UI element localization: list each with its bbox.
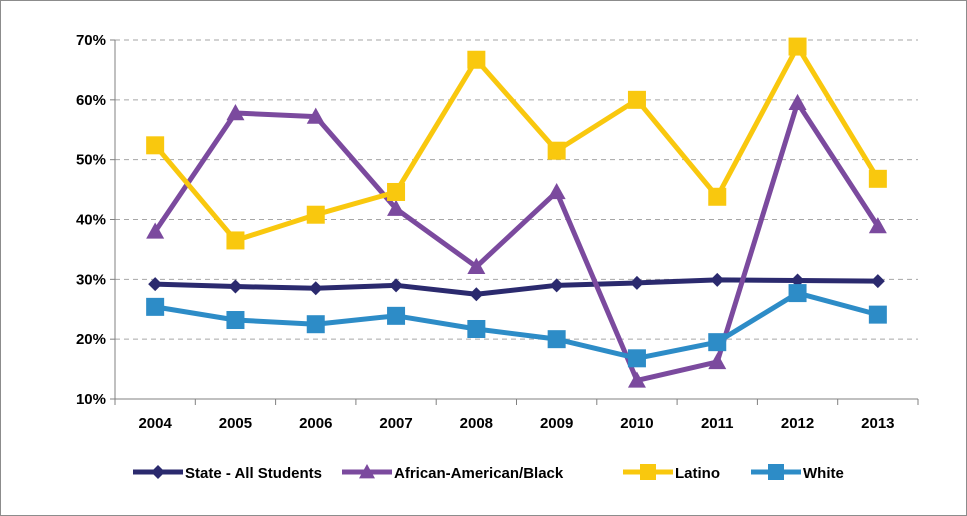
data-point [788,284,807,303]
series [146,37,887,388]
legend-marker [640,464,656,480]
data-point [547,182,566,200]
data-point [469,287,484,302]
data-point [226,231,245,250]
x-tick-label: 2008 [460,415,493,432]
y-tick-label: 70% [76,32,106,49]
data-point [467,319,486,338]
data-point [306,315,325,334]
x-tick-label: 2013 [861,415,894,432]
series-3 [146,284,887,368]
data-point [387,199,406,216]
data-point [226,311,245,330]
data-point [306,107,325,124]
series-line [154,290,879,361]
data-point [708,333,727,352]
data-point [387,182,406,201]
data-point [868,169,887,188]
data-point [146,297,165,316]
legend-item: Latino [623,464,720,482]
data-point [790,273,805,288]
series-2 [146,37,887,250]
legend: State - All Students African-American/Bla… [133,464,844,482]
data-point [868,217,887,234]
data-point [148,277,163,292]
legend-label: State - All Students [185,465,322,482]
x-tick-label: 2012 [781,415,814,432]
data-point [306,205,325,224]
data-point [547,141,566,160]
x-tick-label: 2009 [540,415,573,432]
data-point [627,349,646,368]
data-point [389,278,404,293]
legend-marker [151,465,165,479]
axes: 10% 20% 30% 40% 50% 60% 70% 2004 2005 2006 2007 200… [76,32,919,432]
data-point [146,222,165,239]
legend-marker [359,464,375,479]
data-point [868,305,887,324]
x-tick-label: 2004 [138,415,172,432]
legend-item: African-American/Black [342,464,564,482]
x-tick-label: 2005 [219,415,252,432]
data-point [228,279,243,294]
data-point [627,371,646,388]
x-tick-label: 2006 [299,415,332,432]
data-point [710,272,725,287]
data-point [226,103,245,121]
data-point [549,278,564,293]
legend-label: Latino [675,465,720,482]
legend-item: State - All Students [133,465,322,482]
data-point [146,136,165,155]
legend-label: African-American/Black [394,465,564,482]
data-point [870,274,885,289]
y-tick-label: 60% [76,92,106,109]
data-point [629,275,644,290]
x-tick-label: 2010 [620,415,653,432]
x-tick-label: 2007 [379,415,412,432]
series-line [153,44,880,243]
y-tick-label: 50% [76,152,106,169]
y-tick-label: 10% [76,391,106,408]
x-tick-label: 2011 [701,415,734,432]
legend-label: White [803,465,844,482]
data-point [708,187,727,206]
series-line [153,100,880,383]
data-point [627,90,646,109]
y-tick-label: 40% [76,212,106,229]
y-tick-label: 30% [76,271,106,288]
series-line [155,277,878,297]
series-1 [146,93,887,388]
data-point [467,257,486,274]
data-point [387,306,406,325]
data-point [467,50,486,69]
data-point [547,330,566,349]
legend-item: White [751,464,844,482]
data-point [788,93,807,111]
series-0 [148,272,885,302]
legend-marker [768,464,784,480]
y-tick-label: 20% [76,331,106,348]
data-point [708,352,727,370]
data-point [308,281,323,296]
data-point [788,37,807,56]
